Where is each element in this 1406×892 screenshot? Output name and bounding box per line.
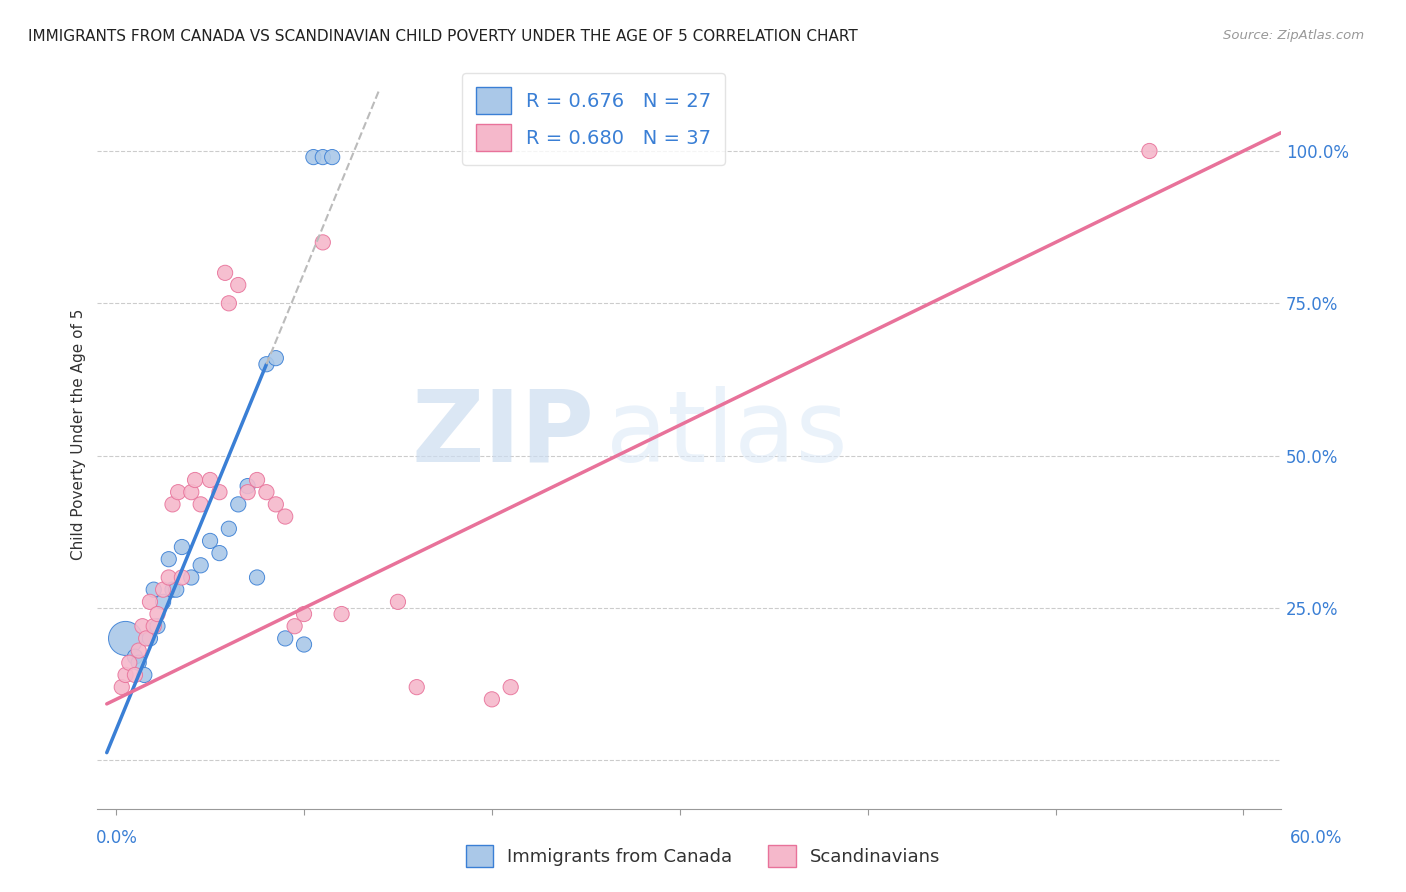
Point — [226, 497, 249, 511]
Point — [198, 533, 221, 548]
Point — [170, 540, 193, 554]
Point — [170, 570, 193, 584]
Point — [274, 632, 297, 646]
Legend: R = 0.676   N = 27, R = 0.680   N = 37: R = 0.676 N = 27, R = 0.680 N = 37 — [463, 73, 725, 165]
Point — [124, 668, 146, 682]
Point — [302, 150, 325, 164]
Point — [134, 668, 156, 682]
Point — [321, 150, 343, 164]
Point — [190, 497, 212, 511]
Point — [256, 485, 278, 500]
Point — [146, 619, 169, 633]
Point — [246, 570, 269, 584]
Point — [236, 479, 259, 493]
Point — [128, 656, 150, 670]
Point — [162, 497, 184, 511]
Point — [246, 473, 269, 487]
Point — [128, 643, 150, 657]
Point — [226, 278, 249, 293]
Point — [114, 668, 136, 682]
Point — [152, 582, 174, 597]
Point — [165, 582, 187, 597]
Point — [180, 570, 202, 584]
Point — [139, 632, 162, 646]
Text: Source: ZipAtlas.com: Source: ZipAtlas.com — [1223, 29, 1364, 42]
Point — [124, 649, 146, 664]
Point — [208, 485, 231, 500]
Point — [131, 619, 153, 633]
Point — [157, 552, 180, 566]
Point — [274, 509, 297, 524]
Point — [162, 582, 184, 597]
Point — [139, 595, 162, 609]
Point — [387, 595, 409, 609]
Point — [256, 357, 278, 371]
Legend: Immigrants from Canada, Scandinavians: Immigrants from Canada, Scandinavians — [458, 838, 948, 874]
Point — [218, 296, 240, 310]
Point — [499, 680, 522, 694]
Point — [214, 266, 236, 280]
Point — [330, 607, 353, 621]
Point — [142, 582, 165, 597]
Point — [236, 485, 259, 500]
Point — [118, 656, 141, 670]
Point — [167, 485, 190, 500]
Point — [292, 607, 315, 621]
Text: atlas: atlas — [606, 386, 848, 483]
Point — [157, 570, 180, 584]
Point — [111, 680, 134, 694]
Point — [405, 680, 427, 694]
Point — [135, 632, 157, 646]
Text: IMMIGRANTS FROM CANADA VS SCANDINAVIAN CHILD POVERTY UNDER THE AGE OF 5 CORRELAT: IMMIGRANTS FROM CANADA VS SCANDINAVIAN C… — [28, 29, 858, 44]
Point — [152, 595, 174, 609]
Point — [218, 522, 240, 536]
Text: 0.0%: 0.0% — [96, 829, 138, 847]
Point — [292, 638, 315, 652]
Point — [184, 473, 207, 487]
Point — [312, 150, 335, 164]
Point — [1139, 144, 1161, 158]
Y-axis label: Child Poverty Under the Age of 5: Child Poverty Under the Age of 5 — [72, 309, 86, 560]
Point — [146, 607, 169, 621]
Text: 60.0%: 60.0% — [1291, 829, 1343, 847]
Point — [114, 632, 136, 646]
Point — [264, 351, 287, 366]
Point — [198, 473, 221, 487]
Point — [312, 235, 335, 250]
Point — [284, 619, 307, 633]
Point — [142, 619, 165, 633]
Text: ZIP: ZIP — [412, 386, 595, 483]
Point — [190, 558, 212, 573]
Point — [208, 546, 231, 560]
Point — [180, 485, 202, 500]
Point — [264, 497, 287, 511]
Point — [481, 692, 503, 706]
